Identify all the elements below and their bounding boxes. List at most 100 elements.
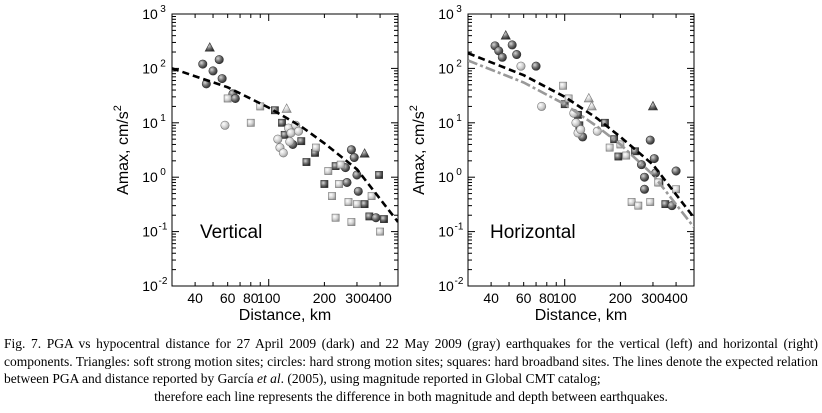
- y-tick-label: 10: [142, 60, 158, 76]
- y-tick-exponent: 1: [456, 113, 462, 124]
- y-tick-exponent: -2: [455, 276, 464, 287]
- gray-circle-point: [285, 137, 295, 147]
- x-tick-label: 200: [609, 290, 633, 306]
- x-tick-label: 400: [664, 290, 688, 306]
- y-tick-label: 10: [142, 6, 158, 22]
- gray-square-point: [367, 192, 376, 200]
- y-axis-label: Amax, cm/s2: [112, 105, 132, 195]
- dark-circle-point: [198, 59, 208, 69]
- y-tick-label: 10: [438, 224, 454, 240]
- x-tick-label: 100: [553, 290, 577, 306]
- gray-circle-point: [516, 61, 526, 71]
- dark-circle-point: [230, 93, 240, 103]
- dark-square-point: [302, 158, 311, 166]
- x-tick-label: 100: [257, 290, 281, 306]
- y-axis-label-superscript: 2: [112, 105, 124, 111]
- x-tick-label: 300: [345, 290, 369, 306]
- dark-circle-point: [671, 166, 681, 176]
- caption-text: Fig. 7. PGA vs hypocentral distance for …: [4, 336, 818, 386]
- x-tick-label: 80: [539, 290, 555, 306]
- gray-triangle-point: [583, 92, 594, 103]
- dark-square-point: [320, 180, 329, 188]
- gray-circle-point: [278, 148, 288, 158]
- gray-square-point: [634, 201, 643, 210]
- y-tick-label: 10: [438, 6, 454, 22]
- gray-square-point: [331, 213, 340, 222]
- dark-square-point: [297, 137, 306, 146]
- y-tick-label: 10: [438, 60, 454, 76]
- caption-last-line: therefore each line represents the diffe…: [154, 388, 668, 404]
- gray-square-point: [312, 143, 320, 152]
- expected-relation-line: [468, 59, 694, 229]
- dark-circle-point: [353, 186, 363, 196]
- gray-square-point: [223, 94, 232, 103]
- dark-circle-point: [371, 213, 381, 223]
- gray-square-point: [347, 218, 356, 226]
- dark-square-point: [360, 200, 369, 209]
- dark-square-point: [380, 215, 388, 223]
- x-tick-label: 40: [187, 290, 203, 306]
- gray-square-point: [335, 180, 343, 188]
- dark-triangle-point: [647, 100, 659, 111]
- dark-square-point: [601, 118, 609, 127]
- x-tick-label: 60: [220, 290, 236, 306]
- dark-circle-point: [512, 50, 522, 60]
- gray-square-point: [344, 198, 353, 206]
- dark-circle-point: [342, 177, 352, 187]
- y-tick-exponent: 3: [456, 4, 462, 15]
- x-tick-label: 40: [483, 290, 499, 306]
- gray-square-point: [353, 200, 361, 209]
- dark-square-point: [560, 100, 569, 109]
- gray-square-point: [376, 227, 384, 236]
- y-tick-label: 10: [142, 169, 158, 185]
- y-tick-label: 10: [142, 278, 158, 294]
- dark-circle-point: [645, 135, 655, 145]
- y-tick-exponent: 1: [160, 113, 166, 124]
- expected-relation-line: [172, 67, 398, 223]
- dark-circle-point: [349, 153, 359, 163]
- gray-square-point: [328, 192, 336, 200]
- dark-triangle-point: [204, 42, 215, 52]
- expected-relation-line: [468, 51, 694, 219]
- dark-circle-point: [346, 145, 356, 155]
- gray-square-point: [246, 118, 255, 127]
- gray-triangle-point: [586, 100, 597, 111]
- y-tick-exponent: -2: [159, 276, 168, 287]
- gray-square-point: [605, 143, 614, 152]
- gray-square-point: [672, 185, 680, 194]
- gray-circle-point: [220, 120, 230, 130]
- gray-triangle-point: [281, 103, 292, 113]
- y-tick-label: 10: [438, 278, 454, 294]
- dark-circle-point: [214, 55, 224, 65]
- gray-circle-point: [294, 126, 304, 136]
- y-tick-label: 10: [142, 115, 158, 131]
- gray-square-point: [324, 167, 333, 175]
- dark-square-point: [614, 152, 623, 161]
- dark-circle-point: [640, 172, 650, 182]
- dark-triangle-point: [359, 148, 370, 158]
- x-axis-label: Distance, km: [535, 307, 627, 324]
- x-tick-label: 60: [516, 290, 532, 306]
- dark-square-point: [278, 118, 286, 127]
- y-tick-exponent: 2: [456, 58, 462, 69]
- caption-italic: et al: [257, 371, 281, 386]
- dark-square-point: [375, 171, 383, 179]
- gray-circle-point: [576, 125, 586, 135]
- plot-frame: [467, 13, 695, 287]
- y-tick-exponent: -1: [455, 222, 464, 233]
- gray-square-point: [559, 81, 567, 90]
- x-tick-label: 300: [641, 290, 665, 306]
- y-tick-label: 10: [438, 169, 454, 185]
- gray-circle-point: [592, 126, 602, 136]
- gray-square-point: [336, 160, 345, 169]
- y-tick-exponent: 2: [160, 58, 166, 69]
- gray-circle-point: [537, 101, 547, 111]
- dark-circle-point: [497, 52, 507, 62]
- plot-frame: [171, 13, 399, 287]
- x-tick-label: 80: [243, 290, 259, 306]
- panel-label: Vertical: [200, 222, 262, 243]
- gray-square-point: [627, 198, 636, 206]
